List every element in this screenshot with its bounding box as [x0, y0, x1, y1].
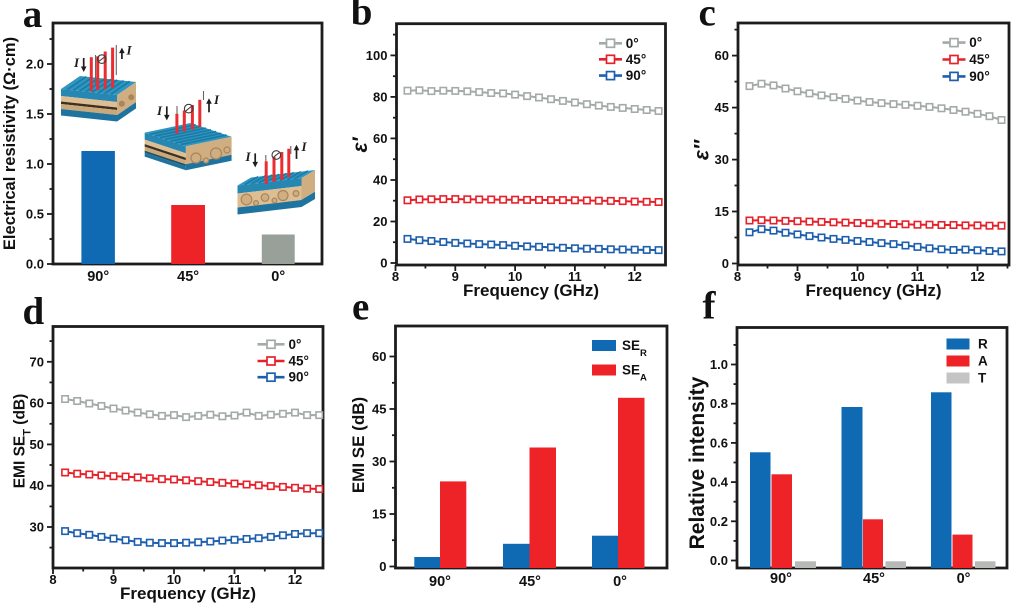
svg-text:45°: 45° — [289, 354, 309, 369]
svg-text:T: T — [978, 371, 987, 386]
svg-text:10: 10 — [508, 269, 522, 284]
svg-text:30: 30 — [372, 454, 386, 469]
svg-text:90°: 90° — [87, 269, 109, 285]
svg-text:90°: 90° — [770, 571, 792, 587]
svg-text:c: c — [699, 0, 716, 35]
svg-text:15: 15 — [372, 507, 386, 522]
svg-text:0: 0 — [380, 256, 387, 271]
svg-text:60: 60 — [30, 396, 44, 411]
svg-text:Frequency (GHz): Frequency (GHz) — [805, 281, 941, 300]
svg-text:0: 0 — [722, 256, 729, 271]
svg-text:60: 60 — [373, 131, 387, 146]
svg-text:8: 8 — [392, 269, 399, 284]
svg-text:30: 30 — [30, 520, 44, 535]
svg-text:0°: 0° — [957, 571, 971, 587]
svg-text:40: 40 — [30, 478, 44, 493]
svg-text:Electrical resistivity (Ω·cm): Electrical resistivity (Ω·cm) — [1, 37, 19, 250]
svg-text:0°: 0° — [613, 574, 627, 590]
svg-text:60: 60 — [715, 48, 729, 63]
svg-text:ε′: ε′ — [349, 136, 372, 152]
svg-text:0.0: 0.0 — [26, 257, 44, 272]
svg-text:I: I — [156, 103, 163, 118]
svg-text:0.4: 0.4 — [710, 475, 729, 490]
svg-text:70: 70 — [30, 354, 44, 369]
svg-text:9: 9 — [794, 269, 801, 284]
svg-text:45: 45 — [372, 402, 386, 417]
svg-text:1.5: 1.5 — [26, 107, 44, 122]
svg-text:Relative intensity: Relative intensity — [686, 376, 709, 549]
svg-text:12: 12 — [970, 269, 984, 284]
svg-text:ε″: ε″ — [691, 139, 714, 160]
svg-text:0.8: 0.8 — [710, 396, 728, 411]
svg-text:e: e — [352, 286, 369, 329]
svg-text:45°: 45° — [519, 574, 541, 590]
svg-text:1.0: 1.0 — [26, 157, 44, 172]
svg-text:A: A — [978, 354, 988, 369]
svg-text:0°: 0° — [271, 269, 285, 285]
svg-text:45: 45 — [715, 100, 729, 115]
svg-text:30: 30 — [715, 152, 729, 167]
svg-text:b: b — [351, 0, 373, 34]
svg-text:45°: 45° — [626, 52, 646, 67]
svg-text:0.0: 0.0 — [710, 553, 728, 568]
svg-text:100: 100 — [366, 48, 388, 63]
svg-text:12: 12 — [288, 572, 302, 587]
svg-text:90°: 90° — [289, 370, 309, 385]
svg-text:0.5: 0.5 — [26, 207, 44, 222]
svg-text:2.0: 2.0 — [26, 57, 44, 72]
svg-text:0°: 0° — [289, 337, 302, 352]
svg-text:f: f — [703, 285, 717, 328]
svg-text:11: 11 — [911, 269, 925, 284]
svg-text:12: 12 — [627, 269, 641, 284]
svg-text:8: 8 — [49, 572, 56, 587]
svg-text:0: 0 — [379, 559, 386, 574]
svg-text:9: 9 — [452, 269, 459, 284]
svg-text:20: 20 — [373, 214, 387, 229]
svg-text:I: I — [213, 92, 220, 107]
svg-text:11: 11 — [568, 269, 582, 284]
svg-text:0°: 0° — [626, 36, 639, 51]
svg-text:I: I — [301, 139, 308, 154]
svg-text:45°: 45° — [177, 269, 199, 285]
svg-text:90°: 90° — [969, 69, 989, 84]
svg-text:10: 10 — [850, 269, 864, 284]
svg-text:0.6: 0.6 — [710, 435, 728, 450]
svg-text:45°: 45° — [969, 52, 989, 67]
svg-text:50: 50 — [30, 437, 44, 452]
svg-text:EMI SE (dB): EMI SE (dB) — [349, 397, 368, 493]
svg-text:11: 11 — [228, 572, 242, 587]
svg-text:80: 80 — [373, 89, 387, 104]
svg-text:40: 40 — [373, 172, 387, 187]
svg-text:8: 8 — [734, 269, 741, 284]
svg-text:d: d — [23, 290, 45, 333]
svg-text:0°: 0° — [969, 35, 982, 50]
svg-text:I: I — [73, 55, 80, 70]
svg-text:I: I — [244, 149, 251, 164]
svg-text:1.0: 1.0 — [710, 357, 728, 372]
svg-text:45°: 45° — [863, 571, 885, 587]
svg-text:60: 60 — [372, 349, 386, 364]
svg-text:a: a — [23, 0, 43, 36]
svg-text:I: I — [126, 43, 133, 58]
svg-text:90°: 90° — [626, 68, 646, 83]
svg-text:Frequency (GHz): Frequency (GHz) — [463, 281, 599, 300]
svg-text:0.2: 0.2 — [710, 514, 728, 529]
svg-text:15: 15 — [715, 204, 729, 219]
svg-text:9: 9 — [110, 572, 117, 587]
svg-text:10: 10 — [167, 572, 181, 587]
svg-text:EMI SET (dB): EMI SET (dB) — [12, 394, 34, 489]
svg-text:90°: 90° — [429, 574, 451, 590]
svg-text:R: R — [978, 337, 988, 352]
svg-text:Frequency (GHz): Frequency (GHz) — [120, 584, 256, 603]
